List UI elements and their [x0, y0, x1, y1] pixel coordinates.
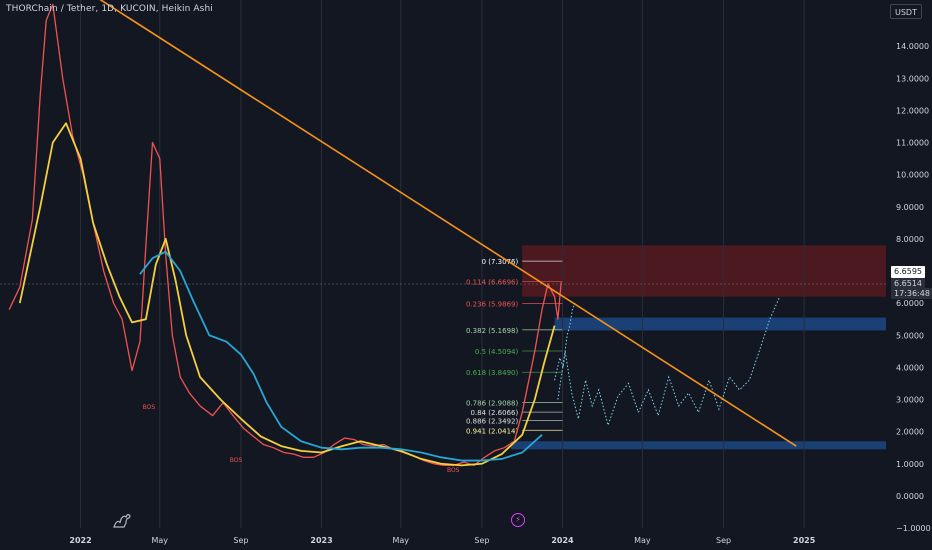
- y-tick-label: 10.0000: [896, 171, 929, 180]
- countdown-label: 17:36:48: [891, 288, 932, 299]
- series-price: [8, 3, 562, 467]
- x-tick-label: Sep: [716, 536, 731, 545]
- projection-path-2: [554, 302, 576, 381]
- bos-marker: BOS: [143, 404, 156, 411]
- fib-label: 0.786 (2.9088): [466, 399, 518, 407]
- fib-label: 0.236 (5.9869): [466, 301, 518, 309]
- tradingview-logo-icon[interactable]: [112, 511, 132, 529]
- y-tick-label: 1.0000: [896, 460, 924, 469]
- y-tick-label: 6.0000: [896, 299, 924, 308]
- fib-label: 0.114 (6.6696): [466, 279, 518, 287]
- y-tick-label: 2.0000: [896, 428, 924, 437]
- marker-group: BOS BOS BOS: [143, 404, 460, 474]
- trendline: [99, 0, 797, 447]
- projection-group: [554, 296, 781, 427]
- y-tick-label: 5.0000: [896, 331, 924, 340]
- fib-label: 0 (7.3076): [482, 258, 519, 266]
- y-tick-label: 11.0000: [896, 139, 929, 148]
- x-tick-label: May: [634, 536, 651, 545]
- fib-label: 0.941 (2.0414): [466, 427, 518, 435]
- zone-0: [522, 245, 886, 297]
- fib-label: 0.5 (4.5094): [475, 348, 519, 356]
- y-tick-label: 8.0000: [896, 235, 924, 244]
- fib-label: 0.618 (3.8490): [466, 369, 518, 377]
- bos-marker: BOS: [230, 457, 243, 464]
- current-price-label: 6.6514: [891, 278, 925, 289]
- series-ema_slow: [139, 250, 543, 462]
- x-tick-label: May: [151, 536, 168, 545]
- x-tick-label: 2025: [793, 536, 816, 545]
- fib-group: 0 (7.3076) 0.114 (6.6696) 0.236 (5.9869) 0.…: [466, 258, 563, 435]
- x-tick-label: 2022: [69, 536, 91, 545]
- x-axis[interactable]: 2022 May Sep 2023 May Sep 2024 May Sep 2025: [69, 536, 815, 545]
- lightning-icon[interactable]: ⚡: [511, 513, 525, 527]
- fib-label: 0.382 (5.1698): [466, 327, 518, 335]
- x-tick-label: 2024: [551, 536, 574, 545]
- trendline-group: [99, 0, 797, 447]
- zone-2: [511, 441, 886, 450]
- x-tick-label: Sep: [233, 536, 248, 545]
- chart-title: THORChain / Tether, 1D, KUCOIN, Heikin A…: [6, 4, 213, 14]
- bos-marker: BOS: [447, 467, 460, 474]
- last-price-label: 6.6595: [891, 266, 925, 278]
- y-tick-label: 3.0000: [896, 396, 924, 405]
- y-tick-label: −1.0000: [896, 524, 931, 533]
- y-tick-label: 4.0000: [896, 363, 924, 372]
- zone-group: [511, 245, 886, 450]
- y-tick-label: 14.0000: [896, 42, 929, 51]
- gridline-group: [80, 0, 805, 528]
- series-group: [8, 3, 562, 467]
- y-tick-label: 13.0000: [896, 74, 929, 83]
- series-ema_fast: [18, 122, 556, 467]
- y-tick-label: 12.0000: [896, 106, 929, 115]
- fib-label: 0.84 (2.6066): [470, 409, 518, 417]
- zone-1: [554, 317, 886, 331]
- x-tick-label: May: [392, 536, 409, 545]
- x-tick-label: 2023: [310, 536, 332, 545]
- currency-button[interactable]: USDT: [890, 4, 922, 19]
- fib-label: 0.886 (2.3492): [466, 417, 518, 425]
- y-tick-label: 9.0000: [896, 203, 924, 212]
- x-tick-label: Sep: [474, 536, 489, 545]
- y-tick-label: 0.0000: [896, 492, 924, 501]
